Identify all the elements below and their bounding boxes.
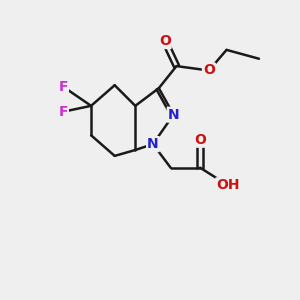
Text: O: O — [159, 34, 171, 48]
Text: OH: OH — [216, 178, 240, 192]
Text: N: N — [168, 108, 179, 122]
Text: O: O — [203, 64, 215, 77]
Text: N: N — [147, 137, 159, 151]
Text: F: F — [58, 80, 68, 94]
Text: F: F — [58, 105, 68, 119]
Text: O: O — [194, 133, 206, 147]
